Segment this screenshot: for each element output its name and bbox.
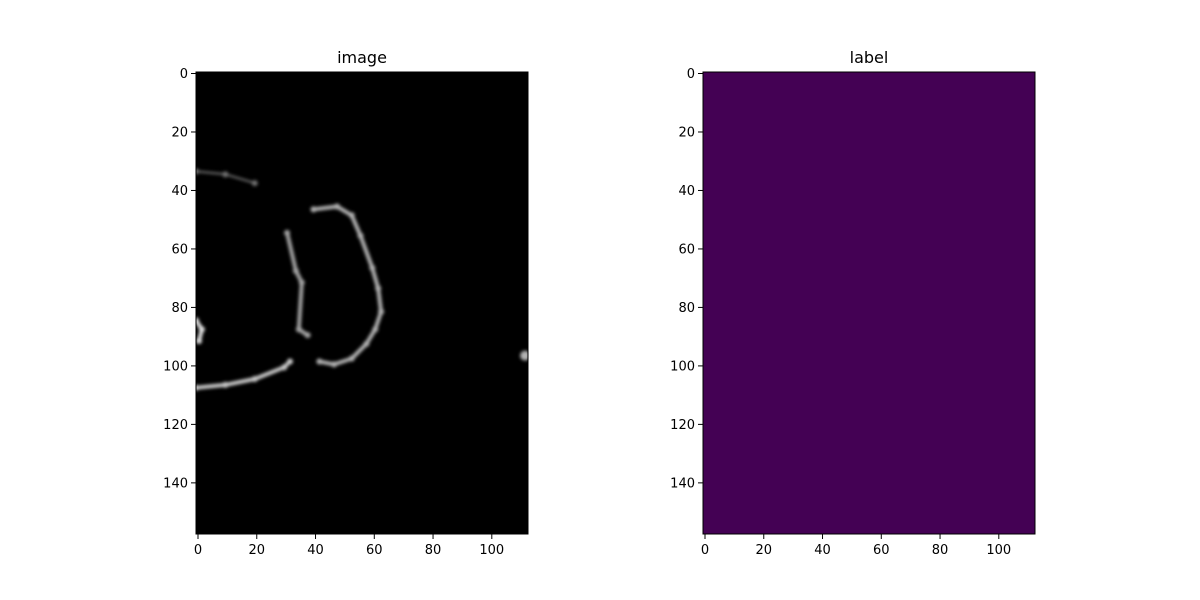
bright-point [310,206,317,213]
bright-point [369,264,376,271]
bright-point [196,384,199,391]
bright-point [348,355,355,362]
label-x-tick-label: 80 [932,543,949,558]
bright-point [287,358,294,365]
bright-point [284,229,291,236]
bright-point [198,326,205,333]
label-x-tick-label: 100 [986,543,1011,558]
bright-point [363,340,370,347]
bright-point [375,285,382,292]
bright-point [222,381,229,388]
bright-point [378,308,385,315]
bright-point [251,376,258,383]
label-y-tick-label: 100 [670,359,695,374]
label-x-tick-label: 0 [701,543,709,558]
bright-point [292,267,299,274]
bright-region-edge-spot [520,350,528,361]
image-y-tick-label: 20 [171,125,188,140]
bright-point [331,361,338,368]
image-x-tick-label: 100 [479,543,504,558]
bright-point [196,338,202,345]
label-y-tick-label: 40 [678,184,695,199]
image-y-tick-label: 0 [180,67,188,82]
label-title: label [850,48,889,67]
image-x-tick-label: 20 [248,543,265,558]
label-x-tick-label: 20 [755,543,772,558]
bright-point [334,203,341,210]
bright-point [222,171,229,178]
label-y-tick-label: 140 [670,476,695,491]
image-x-tick-label: 60 [366,543,383,558]
bright-point [295,326,302,333]
image-y-tick-label: 80 [171,301,188,316]
label-y-tick-label: 120 [670,418,695,433]
label-x-tick-label: 40 [814,543,831,558]
bright-point [196,168,199,175]
label-frame [702,71,1036,535]
image-y-tick-label: 120 [163,418,188,433]
bright-point [357,232,364,239]
label-axes: label 0 20 40 60 80 100 0 20 40 60 80 100 120 140 [670,48,1036,558]
label-y-tick-label: 20 [678,125,695,140]
image-frame [195,71,529,535]
image-x-tick-label: 0 [194,543,202,558]
image-y-tick-label: 140 [163,476,188,491]
image-x-tick-label: 80 [425,543,442,558]
label-y-tick-label: 0 [687,67,695,82]
label-x-tick-label: 60 [873,543,890,558]
image-y-ticks: 0 20 40 60 80 100 120 140 [163,67,196,491]
image-axes: image 0 20 40 60 80 100 0 20 40 60 80 100 120 140 [163,48,529,558]
bright-point [281,364,288,371]
label-panel [703,72,1035,534]
label-y-ticks: 0 20 40 60 80 100 120 140 [670,67,703,491]
bright-point [304,332,311,339]
image-x-ticks: 0 20 40 60 80 100 [194,534,504,558]
bright-point [251,180,258,187]
bright-point [196,317,199,324]
image-y-tick-label: 100 [163,359,188,374]
image-panel [196,72,528,534]
bright-point [298,279,305,286]
bright-point [316,358,323,365]
label-y-tick-label: 80 [678,301,695,316]
image-y-tick-label: 60 [171,242,188,257]
bright-point [348,212,355,219]
image-bright-regions [196,168,528,391]
bright-point [372,326,379,333]
label-y-tick-label: 60 [678,242,695,257]
image-title: image [337,48,387,67]
label-x-ticks: 0 20 40 60 80 100 [701,534,1011,558]
image-x-tick-label: 40 [307,543,324,558]
image-y-tick-label: 40 [171,184,188,199]
